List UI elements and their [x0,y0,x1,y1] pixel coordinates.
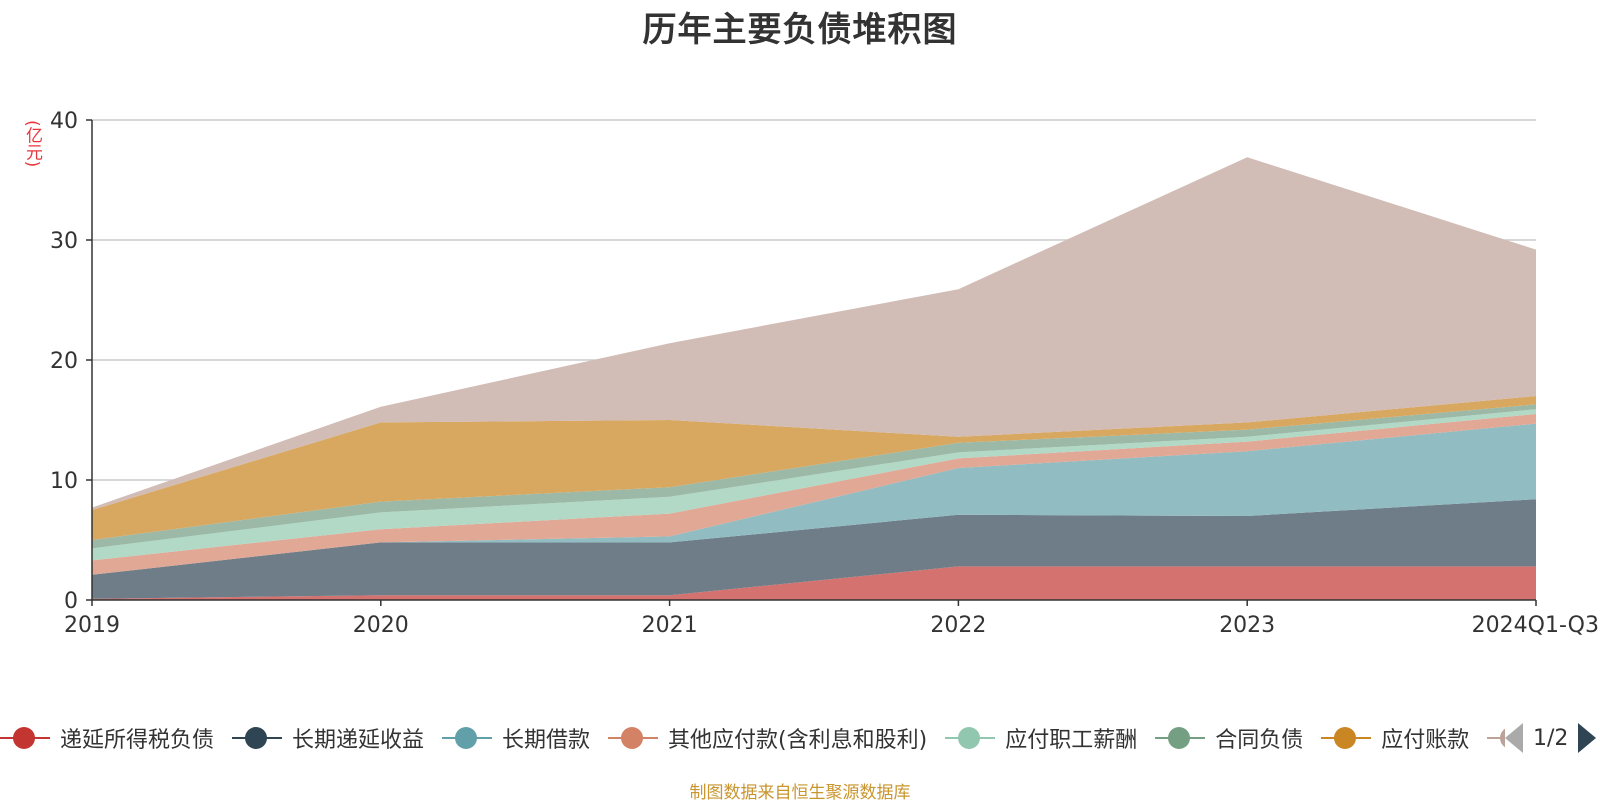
area-series-4 [92,409,1536,561]
chart-legend: 递延所得税负债 长期递延收益 长期借款 其他应付款(含利息和股利) 应付职工薪酬 合同负债… [0,718,1505,758]
legend-marker-icon [608,726,659,750]
area-series-2 [92,423,1536,575]
legend-next-page-icon[interactable] [1578,723,1597,753]
x-tick-label: 2021 [642,613,698,638]
legend-page-indicator: 1/2 [1533,725,1569,751]
legend-label: 长期借款 [502,728,591,753]
legend-label: 长期递延收益 [292,728,425,753]
legend-prev-page-icon[interactable] [1505,723,1523,753]
legend-item[interactable]: 长期借款 [442,718,590,758]
legend-item[interactable]: 长期递延收益 [232,718,424,758]
legend-item[interactable]: 应付账款 [1321,718,1469,758]
area-series-6 [92,396,1536,540]
x-tick-label: 2023 [1219,613,1275,638]
legend-label: 递延所得税负债 [60,728,215,753]
y-tick-label: 40 [50,109,78,134]
legend-label: 应付账款 [1381,728,1470,753]
legend-marker-icon [0,726,50,750]
legend-item[interactable]: 递延所得税负债 [0,718,214,758]
y-axis-unit-label: (亿元) [22,120,42,168]
legend-label: 合同负债 [1215,728,1304,753]
legend-marker-icon [945,726,996,750]
y-tick-label: 20 [50,349,78,374]
y-tick-label: 0 [64,589,78,614]
legend-marker-icon [232,726,283,750]
x-tick-label: 2024Q1-Q3 [1472,613,1599,638]
legend-item[interactable]: 合同负债 [1155,718,1303,758]
x-tick-label: 2020 [353,613,409,638]
x-tick-label: 2022 [930,613,986,638]
legend-marker-icon [1155,726,1206,750]
legend-label: 其他应付款(含利息和股利) [668,728,928,753]
legend-label: 应付职工薪酬 [1005,728,1138,753]
y-tick-label: 10 [50,469,78,494]
legend-marker-icon [1487,726,1505,750]
y-tick-label: 30 [50,229,78,254]
area-series-1 [92,499,1536,599]
chart-title: 历年主要负债堆积图 [642,10,958,50]
data-source-note: 制图数据来自恒生聚源数据库 [689,783,911,800]
legend-marker-icon [1321,726,1372,750]
legend-pager: 1/2 [1505,720,1597,756]
area-series-0 [92,566,1536,600]
stacked-area-chart: 0 10 20 30 40 2019 2020 2021 2022 2023 2024Q1-Q3 [50,109,1599,638]
legend-item[interactable]: 其他应付款(含利息和股利) [608,718,927,758]
area-series-5 [92,404,1536,549]
area-series-3 [92,414,1536,575]
legend-marker-icon [442,726,493,750]
legend-item[interactable]: 其他负债 [1487,718,1505,758]
x-tick-label: 2019 [64,613,120,638]
area-series-7 [92,157,1536,510]
legend-item[interactable]: 应付职工薪酬 [945,718,1137,758]
